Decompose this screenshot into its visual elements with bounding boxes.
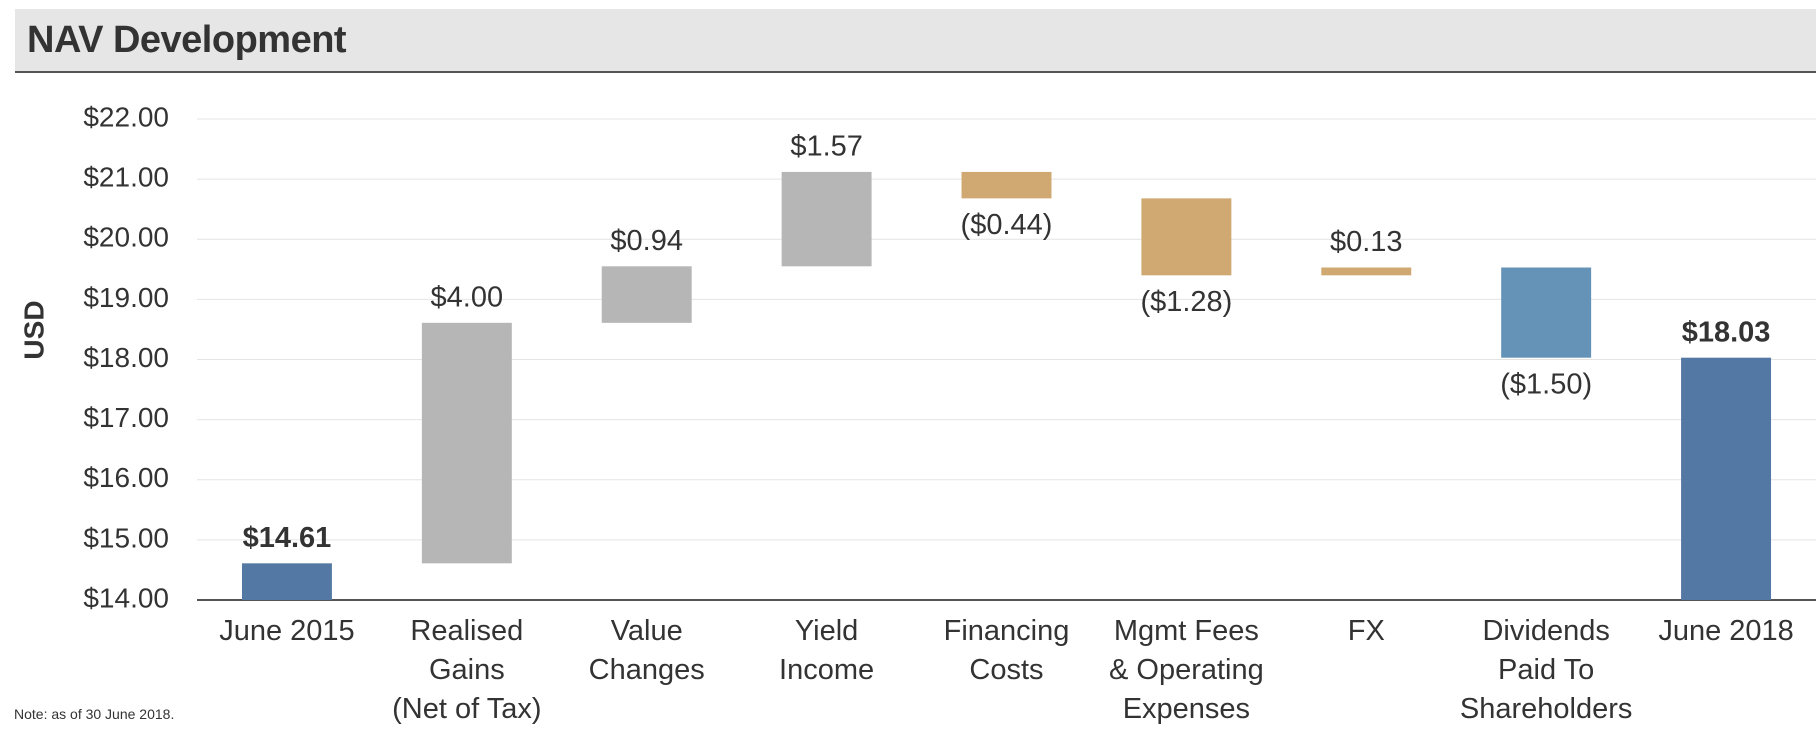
bar [1501, 267, 1592, 358]
x-tick-label: Realised Gains (Net of Tax) [392, 615, 542, 725]
bar [601, 266, 692, 323]
y-tick-label: $14.00 [83, 582, 169, 613]
bar [781, 171, 872, 267]
data-label: ($1.28) [1140, 286, 1232, 318]
bar [1321, 267, 1412, 276]
x-tick-label: Yield Income [779, 615, 875, 686]
x-tick-label: Mgmt Fees & Operating Expenses [1108, 615, 1264, 725]
bar [1681, 357, 1772, 600]
data-label: $0.94 [610, 225, 683, 257]
y-tick-label: $16.00 [83, 462, 169, 493]
x-tick-label: June 2015 [219, 615, 355, 647]
note: Note: as of 30 June 2018. [14, 706, 175, 722]
data-label: $1.57 [790, 131, 863, 163]
y-tick-label: $17.00 [83, 402, 169, 433]
data-label: ($1.50) [1500, 368, 1592, 400]
bar [421, 322, 512, 564]
bar [241, 563, 332, 600]
y-axis-label: USD [18, 300, 49, 359]
chart-title: NAV Development [27, 19, 347, 61]
x-tick-label: Value Changes [588, 615, 705, 686]
data-label: ($0.44) [961, 209, 1053, 241]
data-label: $0.13 [1330, 226, 1403, 258]
data-label: $4.00 [431, 281, 504, 313]
bar [1141, 198, 1232, 276]
x-tick-label: June 2018 [1658, 615, 1794, 647]
y-tick-label: $22.00 [83, 101, 169, 132]
y-tick-label: $18.00 [83, 342, 169, 373]
bar [961, 171, 1052, 199]
y-tick-label: $19.00 [83, 282, 169, 313]
x-tick-label: Financing Costs [943, 615, 1070, 686]
data-label: $18.03 [1682, 316, 1771, 348]
y-tick-label: $21.00 [83, 162, 169, 193]
y-tick-label: $20.00 [83, 222, 169, 253]
y-tick-label: $15.00 [83, 522, 169, 553]
data-label: $14.61 [243, 522, 332, 554]
x-tick-label: FX [1347, 615, 1385, 647]
title-banner: NAV Development [15, 9, 1816, 73]
x-tick-label: Dividends Paid To Shareholders [1459, 615, 1633, 725]
